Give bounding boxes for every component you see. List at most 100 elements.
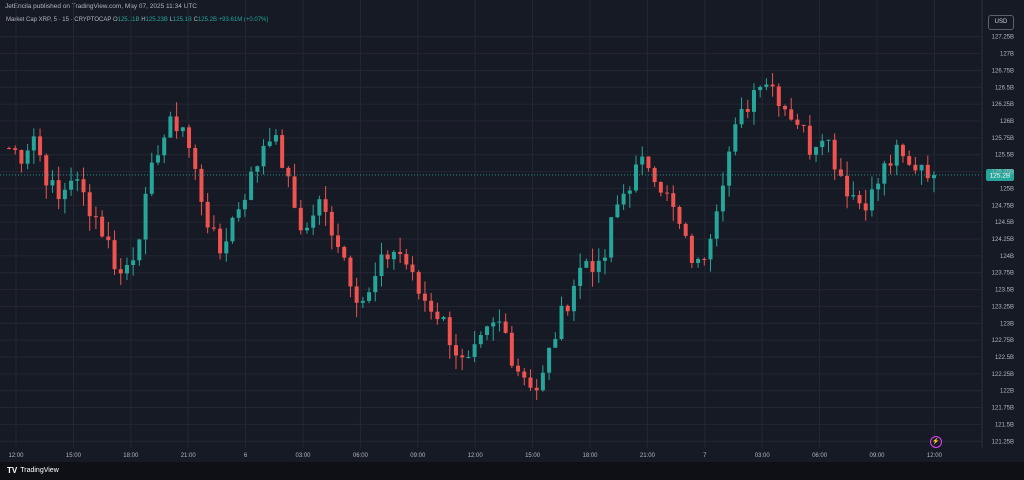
candle-body (118, 269, 123, 274)
last-price-line: 125.2B (0, 168, 1014, 181)
candle-body (602, 257, 607, 261)
price-tick-label: 124.75B (992, 203, 1014, 209)
candle-body (876, 183, 881, 190)
candle-body (50, 180, 55, 186)
candle-body (522, 371, 527, 378)
high-value: 125.23B (145, 17, 168, 23)
candle-body (838, 169, 843, 176)
candle-body (280, 135, 285, 168)
candle-body (447, 317, 452, 346)
candle-body (491, 322, 496, 327)
close-value: 125.2B (197, 17, 217, 23)
candle-body (714, 211, 719, 239)
candle-body (81, 179, 86, 193)
time-tick-label: 6 (244, 453, 248, 459)
candle-body (323, 199, 328, 212)
candle-body (857, 195, 862, 204)
time-tick-label: 06:00 (353, 453, 369, 459)
candle-body (236, 209, 241, 218)
candle-body (391, 251, 396, 260)
open-label: O (112, 17, 118, 23)
price-tick-label: 122.25B (992, 372, 1014, 378)
candle-body (900, 144, 905, 157)
currency-button[interactable]: USD (988, 15, 1014, 30)
price-tick-label: 123.75B (992, 271, 1014, 277)
price-tick-label: 121.5B (995, 422, 1014, 428)
candle-body (683, 223, 688, 236)
candle-body (528, 377, 533, 388)
grid-lines (0, 0, 982, 448)
candle-body (360, 300, 365, 303)
candle-body (553, 339, 558, 348)
tradingview-mark-icon: TV (7, 466, 18, 475)
tradingview-logo[interactable]: TV TradingView (7, 466, 59, 475)
candle-body (398, 251, 403, 255)
candle-body (379, 254, 384, 277)
candle-body (907, 156, 912, 165)
candle-body (472, 344, 477, 357)
candle-body (429, 300, 434, 312)
candle-body (739, 108, 744, 125)
candle-body (100, 216, 105, 237)
candle-body (627, 190, 632, 194)
candle-body (540, 372, 545, 391)
candlestick-chart[interactable]: 125.2B 127.25B127B126.75B126.5B126.25B12… (0, 0, 1024, 462)
candle-body (696, 258, 701, 263)
candle-body (720, 185, 725, 212)
candle-body (62, 189, 67, 200)
price-tick-label: 123B (1000, 321, 1014, 327)
price-tick-label: 124.5B (995, 220, 1014, 226)
low-value: 125.1B (172, 17, 192, 23)
candle-body (832, 139, 837, 170)
candle-body (814, 147, 819, 155)
candle-body (733, 124, 738, 152)
price-axis: 127.25B 127B 126.75B 126.5B 126.25B 126B 125.7… (981, 0, 1014, 448)
price-tick-label: 123.5B (995, 288, 1014, 294)
candle-body (478, 335, 483, 345)
lightning-icon[interactable]: ⚡ (930, 436, 942, 448)
candle-body (249, 171, 254, 200)
candle-body (180, 127, 185, 132)
candle-body (267, 141, 272, 146)
candle-body (174, 116, 179, 132)
last-price-label: 125.2B (990, 172, 1011, 179)
candle-body (131, 260, 136, 265)
candle-body (894, 144, 899, 166)
candle-body (932, 174, 936, 179)
price-tick-label: 124.25B (992, 237, 1014, 243)
time-tick-label: 15:00 (66, 453, 82, 459)
candle-body (845, 175, 850, 197)
candle-body (770, 84, 775, 87)
symbol-title[interactable]: Market Cap XRP, 5 · 15 · CRYPTOCAP (6, 17, 112, 23)
candle-body (416, 272, 421, 294)
candle-body (460, 355, 465, 358)
price-tick-label: 123.25B (992, 304, 1014, 310)
candle-body (453, 345, 458, 356)
close-label: C (193, 17, 198, 23)
candle-body (559, 305, 564, 340)
candle-body (789, 109, 794, 120)
candle-body (435, 311, 440, 320)
price-tick-label: 126.75B (992, 68, 1014, 74)
candle-body (485, 326, 490, 336)
candle-body (354, 286, 359, 303)
candle-body (751, 90, 756, 112)
candle-body (801, 124, 806, 126)
last-price-badge (986, 168, 1014, 181)
candle-body (205, 201, 210, 228)
candle-body (677, 206, 682, 224)
candle-body (807, 125, 812, 155)
candle-body (124, 264, 129, 274)
candle-body (93, 216, 98, 218)
time-tick-label: 18:00 (582, 453, 598, 459)
candle-body (565, 305, 570, 312)
candle-body (298, 207, 303, 231)
price-tick-label: 126.25B (992, 102, 1014, 108)
price-tick-label: 124B (1000, 254, 1014, 260)
candle-body (273, 135, 278, 142)
candle-body (466, 356, 471, 358)
candle-body (87, 192, 92, 217)
price-tick-label: 126B (1000, 119, 1014, 125)
candle-body (404, 254, 409, 265)
candle-body (367, 292, 372, 301)
